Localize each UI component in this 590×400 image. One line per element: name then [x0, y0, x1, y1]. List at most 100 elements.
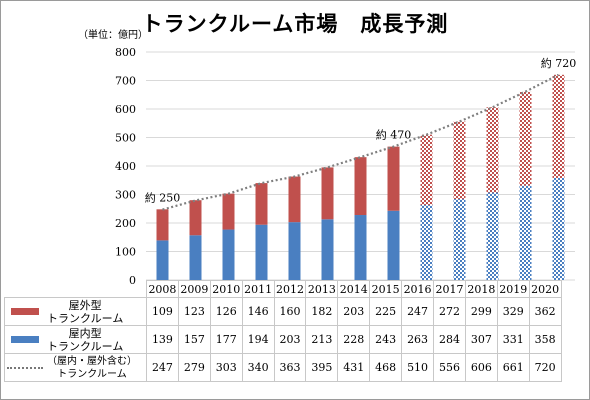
bar-indoor: [387, 210, 400, 280]
table-cell: 247: [146, 353, 179, 382]
table-cell: 303: [209, 353, 243, 382]
x-tick-label: 2011: [241, 280, 275, 298]
table-cell: 358: [528, 325, 562, 354]
table-cell: 126: [209, 297, 243, 326]
annotations: 約 250 約 470 約 720: [145, 56, 577, 205]
table-cell: 556: [433, 353, 466, 382]
x-tick-label: 2017: [433, 280, 466, 298]
indoor-label-1: 屋内型: [68, 326, 102, 340]
table-cell: 139: [146, 325, 179, 354]
x-tick-label: 2014: [337, 280, 371, 298]
bar-indoor: [222, 229, 235, 280]
bar-indoor: [486, 192, 499, 280]
x-tick-label: 2019: [496, 280, 530, 298]
table-cell: 203: [273, 325, 307, 354]
bar-indoor: [288, 222, 301, 280]
total-label-2: トランクルーム: [57, 368, 127, 380]
table-cell: 182: [305, 297, 339, 326]
table-corner: [4, 280, 147, 298]
table-cell: 468: [369, 353, 403, 382]
table-cell: 661: [496, 353, 530, 382]
bar-outdoor: [552, 74, 565, 178]
table-cell: 123: [177, 297, 211, 326]
y-tick-label: 600: [115, 103, 136, 116]
legend-outdoor: 屋外型 トランクルーム: [4, 297, 147, 326]
x-tick-label: 2020: [528, 280, 562, 298]
x-tick-label: 2009: [177, 280, 211, 298]
table-cell: 284: [433, 325, 466, 354]
table-cell: 247: [401, 297, 435, 326]
bar-outdoor: [519, 91, 532, 186]
bar-indoor: [255, 224, 268, 280]
bars: [156, 74, 565, 280]
outdoor-swatch: [11, 308, 39, 315]
bar-indoor: [420, 205, 433, 280]
table-cell: 272: [433, 297, 466, 326]
y-tick-label: 300: [115, 189, 136, 202]
data-table: 2008 2009 2010 2011 2012 2013 2014 2015 2016 2017…: [0, 280, 590, 400]
bar-outdoor: [486, 107, 499, 193]
bar-outdoor: [255, 183, 268, 225]
table-cell: 157: [177, 325, 211, 354]
bar-indoor: [519, 185, 532, 280]
outdoor-label-1: 屋外型: [68, 298, 102, 312]
table-cell: 160: [273, 297, 307, 326]
x-tick-label: 2008: [146, 280, 179, 298]
chart-title: トランクルーム市場 成長予測: [141, 12, 449, 36]
table-cell: 299: [464, 297, 498, 326]
annotation-label: 約 250: [145, 191, 181, 205]
y-tick-label: 700: [115, 75, 136, 88]
table-cell: 362: [528, 297, 562, 326]
bar-indoor: [453, 199, 466, 280]
table-cell: 177: [209, 325, 243, 354]
table-cell: 606: [464, 353, 498, 382]
indoor-swatch: [11, 336, 39, 343]
table-row-total: （屋内・屋外含む） トランクルーム 247 279 303 340 363 395 431 4…: [4, 353, 562, 382]
table-cell: 279: [177, 353, 211, 382]
total-trend-line: [162, 73, 559, 211]
x-tick-label: 2015: [369, 280, 403, 298]
table-row-indoor: 屋内型 トランクルーム 139 157 177 194 203 213 228 243 263 2…: [4, 325, 562, 354]
table-cell: 395: [305, 353, 339, 382]
table-cell: 263: [401, 325, 435, 354]
bar-outdoor: [189, 200, 202, 236]
y-tick-label: 200: [115, 217, 136, 230]
total-line-swatch: [7, 366, 43, 369]
total-label-1: （屋内・屋外含む）: [47, 355, 137, 367]
table-cell: 228: [337, 325, 371, 354]
y-tick-label: 400: [115, 160, 136, 173]
bar-outdoor: [387, 146, 400, 211]
year-row: 2008 2009 2010 2011 2012 2013 2014 2015 2016 2017…: [4, 280, 562, 298]
table-cell: 331: [496, 325, 530, 354]
unit-label: （単位：億円）: [78, 30, 148, 41]
y-tick-label: 100: [115, 246, 136, 259]
x-tick-label: 2010: [209, 280, 243, 298]
bar-outdoor: [156, 209, 169, 241]
bar-outdoor: [222, 193, 235, 230]
annotation-label: 約 470: [376, 128, 412, 142]
bar-indoor: [156, 240, 169, 280]
bar-indoor: [552, 177, 565, 280]
bar-outdoor: [453, 121, 466, 200]
table-cell: 225: [369, 297, 403, 326]
x-tick-label: 2012: [273, 280, 307, 298]
y-tick-label: 500: [115, 132, 136, 145]
table-cell: 243: [369, 325, 403, 354]
table-cell: 431: [337, 353, 371, 382]
table-cell: 363: [273, 353, 307, 382]
table-cell: 307: [464, 325, 498, 354]
table-cell: 194: [241, 325, 275, 354]
bar-outdoor: [420, 134, 433, 206]
table-cell: 203: [337, 297, 371, 326]
bar-outdoor: [288, 176, 301, 223]
bar-indoor: [321, 219, 334, 280]
legend-indoor: 屋内型 トランクルーム: [4, 325, 147, 354]
indoor-label-2: トランクルーム: [47, 339, 124, 353]
annotation-label: 約 720: [541, 56, 577, 70]
x-tick-label: 2013: [305, 280, 339, 298]
bar-outdoor: [321, 167, 334, 220]
table-cell: 340: [241, 353, 275, 382]
x-tick-label: 2016: [401, 280, 435, 298]
